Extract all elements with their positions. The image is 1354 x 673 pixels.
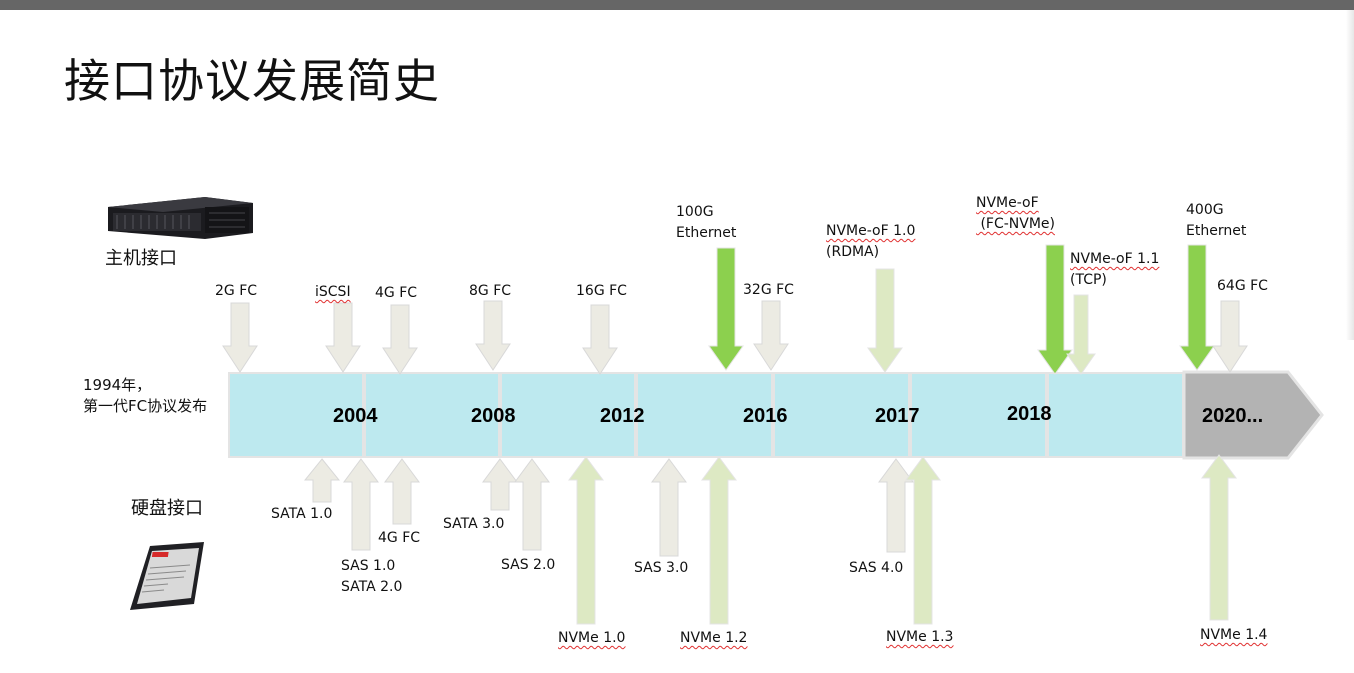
arrow-32g-fc (753, 300, 789, 371)
label-4g-fc-host: 4G FC (375, 285, 418, 301)
arrow-sas-2-0 (514, 458, 550, 551)
intro-note: 1994年， 第一代FC协议发布 (83, 375, 207, 417)
label-sata-3-0: SATA 3.0 (443, 516, 505, 532)
timeline-segment-2018 (910, 372, 1047, 458)
arrow-sas-4-0 (878, 458, 914, 553)
label-4g-fc-disk: 4G FC (378, 530, 421, 546)
label-400g-ethernet: 400G Ethernet (1186, 202, 1247, 239)
year-2008: 2008 (471, 405, 516, 427)
label-nvme-of-1-0: NVMe-oF 1.0 (RDMA) (826, 223, 916, 260)
arrow-4g-fc-host (382, 304, 418, 375)
arrow-sas-1-0 (343, 458, 379, 551)
label-sas-1-0: SAS 1.0 SATA 2.0 (341, 558, 403, 595)
top-bar (0, 0, 1354, 10)
timeline-future-arrow (1182, 370, 1324, 460)
arrow-sata-3-0 (482, 458, 518, 511)
slide-edge-shadow (1346, 10, 1354, 340)
year-2012: 2012 (600, 405, 645, 427)
label-nvme-of-fc: NVMe-oF (FC-NVMe) (976, 195, 1055, 232)
arrow-iscsi (325, 302, 361, 373)
arrow-400g-ethernet (1179, 244, 1215, 371)
label-64g-fc: 64G FC (1217, 278, 1268, 294)
year-2018: 2018 (1007, 403, 1052, 425)
label-sas-2-0: SAS 2.0 (501, 557, 556, 573)
label-100g-ethernet: 100G Ethernet (676, 204, 737, 241)
arrow-sata-1-0 (304, 458, 340, 503)
label-sas-4-0: SAS 4.0 (849, 560, 904, 576)
arrow-nvme-of-fc (1037, 244, 1073, 375)
label-8g-fc: 8G FC (469, 283, 512, 299)
label-sata-1-0: SATA 1.0 (271, 506, 333, 522)
arrow-sas-3-0 (651, 458, 687, 557)
arrow-nvme-1-4 (1201, 454, 1237, 621)
year-2020: 2020... (1202, 405, 1264, 427)
year-2004: 2004 (333, 405, 378, 427)
arrow-nvme-1-0 (568, 456, 604, 625)
label-nvme-of-1-1: NVMe-oF 1.1 (TCP) (1070, 251, 1160, 288)
arrow-16g-fc (582, 304, 618, 375)
label-nvme-1-2: NVMe 1.2 (680, 630, 748, 646)
timeline-segment-2018b (1047, 372, 1184, 458)
label-2g-fc: 2G FC (215, 283, 258, 299)
arrow-8g-fc (475, 300, 511, 371)
label-nvme-1-4: NVMe 1.4 (1200, 627, 1268, 643)
intro-line-1: 1994年， (83, 376, 152, 394)
arrow-2g-fc (222, 302, 258, 373)
arrow-nvme-of-1-1 (1066, 294, 1096, 375)
arrow-nvme-of-1-0 (867, 268, 903, 373)
arrow-nvme-1-2 (701, 456, 737, 625)
intro-line-2: 第一代FC协议发布 (83, 397, 208, 415)
label-iscsi: iSCSI (315, 284, 351, 300)
arrow-4g-fc-disk (384, 458, 420, 525)
label-nvme-1-0: NVMe 1.0 (558, 630, 626, 646)
label-16g-fc: 16G FC (576, 283, 627, 299)
arrow-nvme-1-3 (905, 456, 941, 625)
timeline-segment-2016 (636, 372, 773, 458)
arrow-100g-ethernet (708, 247, 744, 371)
arrow-64g-fc (1212, 300, 1248, 373)
disk-interface-heading: 硬盘接口 (131, 498, 203, 519)
server-image (108, 197, 253, 239)
timeline-segment-2012 (500, 372, 636, 458)
label-32g-fc: 32G FC (743, 282, 794, 298)
timeline-segment-2008 (364, 372, 500, 458)
host-interface-heading: 主机接口 (105, 248, 177, 269)
label-nvme-1-3: NVMe 1.3 (886, 629, 954, 645)
label-sas-3-0: SAS 3.0 (634, 560, 689, 576)
page-title: 接口协议发展简史 (64, 54, 440, 108)
ssd-image (130, 542, 204, 610)
year-2017: 2017 (875, 405, 920, 427)
timeline-segment-2004 (228, 372, 364, 458)
year-2016: 2016 (743, 405, 788, 427)
timeline-segment-2017 (773, 372, 910, 458)
